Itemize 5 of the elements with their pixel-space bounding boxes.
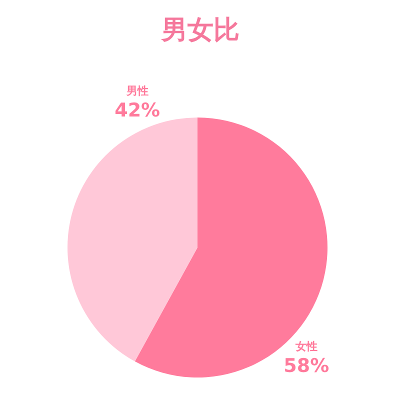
slice-label: 女性 bbox=[294, 340, 318, 354]
slice-label: 男性 bbox=[125, 84, 148, 98]
data-label: 42% bbox=[114, 100, 160, 122]
data-label: 58% bbox=[284, 355, 330, 378]
chart-title: 男女比 bbox=[160, 16, 240, 46]
